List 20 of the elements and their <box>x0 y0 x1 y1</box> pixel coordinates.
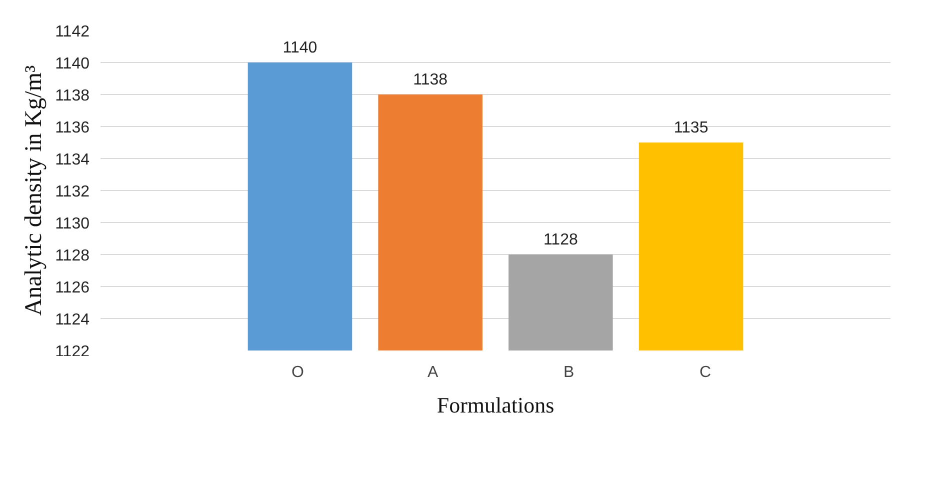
y-tick-label: 1138 <box>55 88 90 104</box>
y-tick-label: 1142 <box>55 24 90 40</box>
series-label: C <box>700 364 712 382</box>
y-tick-label: 1134 <box>55 152 90 168</box>
y-tick-label: 1140 <box>55 56 90 72</box>
data-label: 1138 <box>413 72 448 88</box>
y-tick-label: 1136 <box>55 120 90 136</box>
y-tick-label: 1128 <box>55 248 90 264</box>
data-label: 1135 <box>674 120 708 136</box>
y-tick-label: 1132 <box>55 184 90 200</box>
data-label: 1140 <box>282 40 318 56</box>
series-label: A <box>428 364 440 382</box>
series-label: O <box>292 364 305 382</box>
y-tick-label: 1124 <box>55 312 90 328</box>
series-label: B <box>564 364 576 382</box>
data-label: 1128 <box>543 232 578 248</box>
y-tick-label: 1126 <box>55 280 90 296</box>
y-axis-title: Analytic density in Kg/m³ <box>21 65 48 316</box>
x-axis-title: Formulations <box>436 392 554 418</box>
y-tick-label: 1130 <box>55 216 90 232</box>
